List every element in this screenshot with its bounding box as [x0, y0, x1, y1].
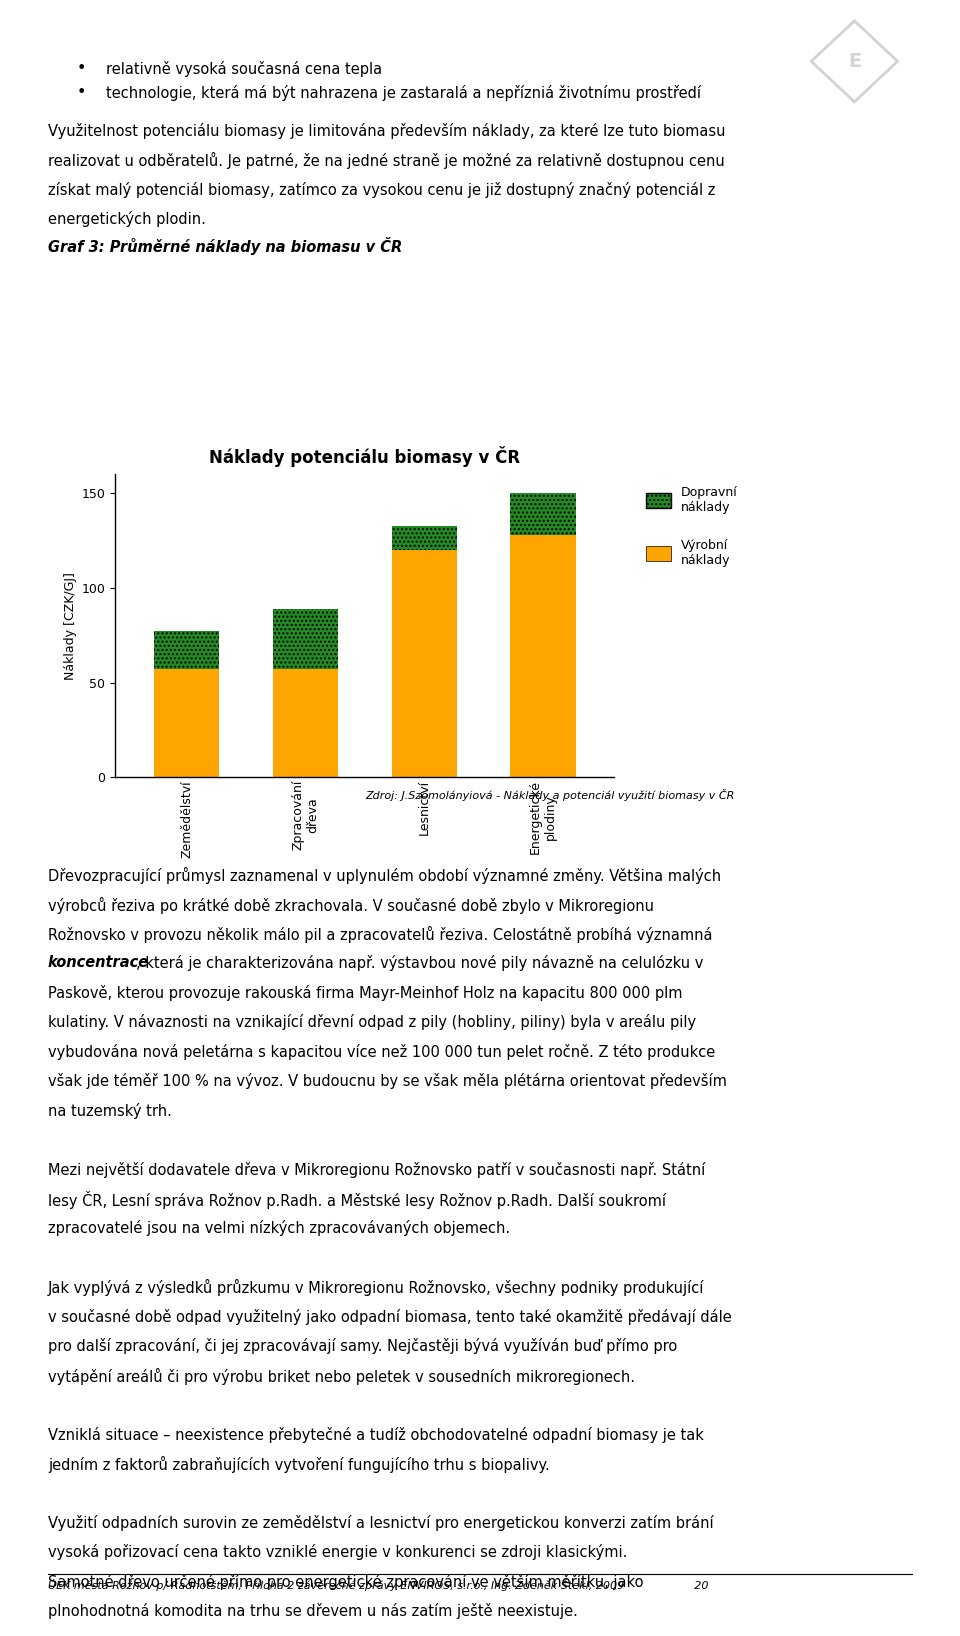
Text: výrobců řeziva po krátké době zkrachovala. V současné době zbylo v Mikroregionu: výrobců řeziva po krátké době zkrachoval… — [48, 897, 654, 913]
Text: vytápění areálů či pro výrobu briket nebo peletek v sousedních mikroregionech.: vytápění areálů či pro výrobu briket neb… — [48, 1368, 635, 1384]
Text: vybudována nová peletárna s kapacitou více než 100 000 tun pelet ročně. Z této p: vybudována nová peletárna s kapacitou ví… — [48, 1044, 715, 1060]
Text: však jde téměř 100 % na vývoz. V budoucnu by se však měla plétárna orientovat př: však jde téměř 100 % na vývoz. V budoucn… — [48, 1073, 727, 1090]
Text: realizovat u odběratelů. Je patrné, že na jedné straně je možné za relativně dos: realizovat u odběratelů. Je patrné, že n… — [48, 152, 725, 169]
Bar — [273, 669, 338, 777]
Text: získat malý potenciál biomasy, zatímco za vysokou cenu je již dostupný značný po: získat malý potenciál biomasy, zatímco z… — [48, 182, 715, 198]
Text: Vzniklá situace – neexistence přebytečné a tudíž obchodovatelné odpadní biomasy : Vzniklá situace – neexistence přebytečné… — [48, 1427, 704, 1443]
Text: relativně vysoká současná cena tepla: relativně vysoká současná cena tepla — [106, 61, 382, 77]
Text: Využití odpadních surovin ze zemědělství a lesnictví pro energetickou konverzi z: Využití odpadních surovin ze zemědělství… — [48, 1515, 713, 1531]
Text: pro další zpracování, či jej zpracovávají samy. Nejčastěji bývá využíván buď pří: pro další zpracování, či jej zpracovávaj… — [48, 1338, 677, 1355]
Text: Mezi největší dodavatele dřeva v Mikroregionu Rožnovsko patří v současnosti např: Mezi největší dodavatele dřeva v Mikrore… — [48, 1162, 706, 1178]
Bar — [154, 631, 219, 669]
Title: Náklady potenciálu biomasy v ČR: Náklady potenciálu biomasy v ČR — [209, 447, 520, 468]
Text: Samotné dřevo určené přímo pro energetické zpracování ve větším měřítku, jako: Samotné dřevo určené přímo pro energetic… — [48, 1574, 643, 1590]
Bar — [392, 525, 457, 550]
Text: vysoká pořizovací cena takto vzniklé energie v konkurenci se zdroji klasickými.: vysoká pořizovací cena takto vzniklé ene… — [48, 1544, 628, 1561]
Text: plnohodnotná komodita na trhu se dřevem u nás zatím ještě neexistuje.: plnohodnotná komodita na trhu se dřevem … — [48, 1603, 578, 1620]
Text: , která je charakterizována např. výstavbou nové pily návazně na celulózku v: , která je charakterizována např. výstav… — [136, 955, 704, 972]
Bar — [273, 609, 338, 669]
Text: Paskově, kterou provozuje rakouská firma Mayr-Meinhof Holz na kapacitu 800 000 p: Paskově, kterou provozuje rakouská firma… — [48, 985, 683, 1001]
Bar — [392, 550, 457, 777]
Text: Rožnovsko v provozu několik málo pil a zpracovatelů řeziva. Celostátně probíhá v: Rožnovsko v provozu několik málo pil a z… — [48, 926, 712, 942]
Text: Zdroj: J.Szomolányiová - Náklady a potenciál využití biomasy v ČR: Zdroj: J.Szomolányiová - Náklady a poten… — [365, 789, 734, 800]
Text: na tuzemský trh.: na tuzemský trh. — [48, 1103, 172, 1119]
Text: E: E — [848, 52, 861, 70]
Text: •: • — [77, 85, 86, 100]
Text: technologie, která má být nahrazena je zastaralá a nepřízniá životnímu prostředí: technologie, která má být nahrazena je z… — [106, 85, 701, 101]
Text: Dřevozpracující průmysl zaznamenal v uplynulém období významné změny. Většina ma: Dřevozpracující průmysl zaznamenal v upl… — [48, 867, 721, 883]
Text: zpracovatelé jsou na velmi nízkých zpracovávaných objemech.: zpracovatelé jsou na velmi nízkých zprac… — [48, 1220, 510, 1237]
Y-axis label: Náklady [CZK/GJ]: Náklady [CZK/GJ] — [64, 573, 78, 679]
Legend: Dopravní
náklady, Výrobní
náklady: Dopravní náklady, Výrobní náklady — [640, 481, 742, 571]
Text: v současné době odpad využitelný jako odpadní biomasa, tento také okamžitě předá: v současné době odpad využitelný jako od… — [48, 1309, 732, 1325]
Bar — [154, 669, 219, 777]
Text: kulatiny. V návaznosti na vznikající dřevní odpad z pily (hobliny, piliny) byla : kulatiny. V návaznosti na vznikající dře… — [48, 1014, 696, 1031]
Text: Jak vyplývá z výsledků průzkumu v Mikroregionu Rožnovsko, všechny podniky produk: Jak vyplývá z výsledků průzkumu v Mikror… — [48, 1279, 705, 1296]
Text: Využitelnost potenciálu biomasy je limitována především náklady, za které lze tu: Využitelnost potenciálu biomasy je limit… — [48, 123, 726, 139]
Text: energetických plodin.: energetických plodin. — [48, 211, 205, 227]
Text: jedním z faktorů zabraňujících vytvoření fungujícího trhu s biopalivy.: jedním z faktorů zabraňujících vytvoření… — [48, 1456, 550, 1472]
Text: Graf 3: Průměrné náklady na biomasu v ČR: Graf 3: Průměrné náklady na biomasu v ČR — [48, 237, 402, 255]
Text: ÚEK města Rožnov p/ Radhotštěm, Příloha 2 závěrečné zprávy ENVIROS, s.r.o., Ing.: ÚEK města Rožnov p/ Radhotštěm, Příloha … — [48, 1579, 708, 1590]
Text: koncentrace: koncentrace — [48, 955, 149, 970]
Text: lesy ČR, Lesní správa Rožnov p.Radh. a Městské lesy Rožnov p.Radh. Další soukrom: lesy ČR, Lesní správa Rožnov p.Radh. a M… — [48, 1191, 666, 1209]
Bar — [511, 494, 576, 535]
Text: •: • — [77, 61, 86, 75]
Bar — [511, 535, 576, 777]
